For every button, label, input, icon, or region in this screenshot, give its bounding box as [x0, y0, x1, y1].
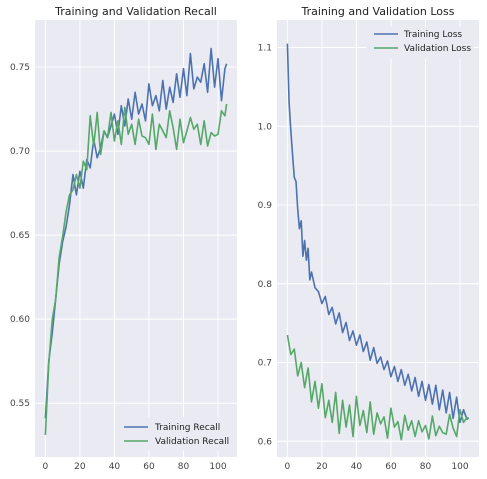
- recall-x-tick-label: 80: [178, 462, 190, 472]
- loss-y-tick-label: 0.6: [258, 437, 273, 447]
- loss-x-tick-label: 60: [385, 462, 397, 472]
- loss-y-tick-label: 1.1: [258, 44, 272, 54]
- recall-y-tick-label: 0.55: [10, 399, 30, 409]
- series-line-validation-loss: [286, 334, 470, 441]
- recall-y-tick-label: 0.75: [10, 63, 30, 73]
- loss-x-tick-label: 80: [420, 462, 432, 472]
- loss-panel: 0 20 40 60 80 100 0.6 0.7 0.8 0.9 1.0 1.1 Training …: [258, 5, 479, 472]
- legend-label-training-loss: Training Loss: [403, 30, 462, 40]
- loss-tick-labels: 0 20 40 60 80 100 0.6 0.7 0.8 0.9 1.0 1.1: [258, 44, 469, 472]
- recall-x-tick-label: 40: [109, 462, 121, 472]
- legend-label-training-recall: Training Recall: [154, 423, 220, 433]
- recall-y-tick-label: 0.70: [10, 147, 30, 157]
- recall-chart-title: Training and Validation Recall: [54, 5, 217, 18]
- loss-x-tick-label: 20: [316, 462, 328, 472]
- recall-y-tick-label: 0.60: [10, 315, 30, 325]
- loss-plot-area: [277, 20, 479, 457]
- loss-legend-box: [366, 27, 474, 59]
- recall-x-tick-label: 0: [42, 462, 48, 472]
- loss-series: [286, 43, 470, 441]
- series-line-training-recall: [44, 47, 228, 419]
- recall-x-tick-label: 20: [74, 462, 86, 472]
- loss-y-tick-label: 0.9: [258, 201, 273, 211]
- loss-x-tick-label: 0: [284, 462, 290, 472]
- recall-series: [44, 47, 228, 436]
- recall-x-tick-label: 60: [143, 462, 155, 472]
- recall-y-tick-label: 0.65: [10, 231, 30, 241]
- recall-x-tick-label: 100: [209, 462, 226, 472]
- series-line-training-loss: [286, 43, 470, 424]
- recall-legend: Training Recall Validation Recall: [115, 417, 233, 451]
- series-line-validation-recall: [44, 103, 228, 436]
- loss-y-tick-label: 1.0: [258, 122, 273, 132]
- recall-plot-area: [35, 20, 237, 457]
- recall-panel: 0 20 40 60 80 100 0.55 0.60 0.65 0.70 0.75 Trainin…: [10, 5, 237, 472]
- loss-y-tick-label: 0.7: [258, 359, 272, 369]
- legend-label-validation-recall: Validation Recall: [155, 437, 229, 447]
- loss-x-tick-label: 40: [351, 462, 363, 472]
- loss-gridlines: [277, 20, 479, 457]
- legend-label-validation-loss: Validation Loss: [404, 44, 471, 54]
- recall-tick-labels: 0 20 40 60 80 100 0.55 0.60 0.65 0.70 0.75: [10, 63, 227, 472]
- recall-legend-box: [115, 417, 233, 451]
- loss-legend: Training Loss Validation Loss: [366, 27, 474, 59]
- loss-chart-title: Training and Validation Loss: [300, 5, 454, 18]
- loss-y-tick-label: 0.8: [258, 280, 273, 290]
- loss-x-tick-label: 100: [451, 462, 468, 472]
